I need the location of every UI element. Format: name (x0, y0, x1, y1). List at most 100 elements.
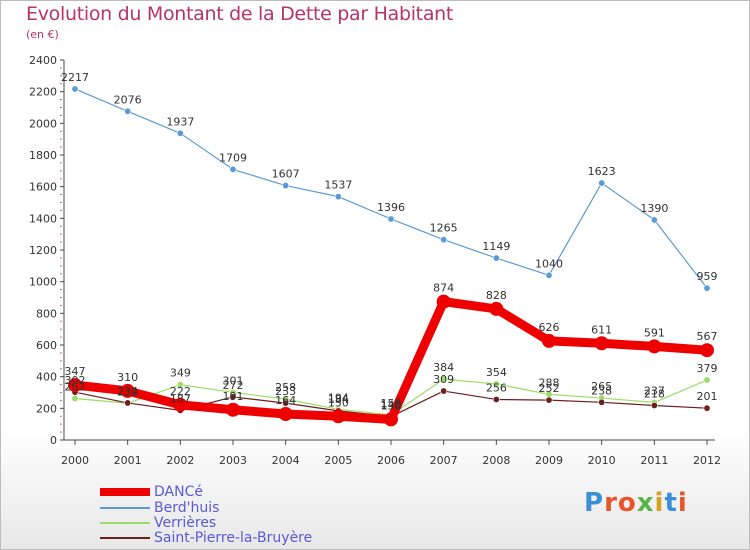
data-label: 874 (433, 282, 454, 295)
data-label: 222 (170, 385, 191, 398)
data-label: 1149 (482, 240, 510, 253)
legend-swatch-berdhuis (100, 507, 150, 509)
data-label: 379 (697, 362, 718, 375)
data-label: 158 (381, 397, 402, 410)
legend-label-verrieres: Verrières (154, 515, 217, 531)
logo-letter: r (604, 488, 618, 518)
y-tick-label: 1400 (29, 212, 57, 225)
series-point (440, 375, 448, 383)
y-tick-label: 1200 (29, 244, 57, 257)
y-tick-label: 800 (36, 307, 57, 320)
series-point (703, 376, 711, 384)
data-label: 384 (433, 361, 454, 374)
x-tick-label: 2006 (377, 454, 405, 467)
legend-label-dance: DANCé (154, 484, 203, 500)
y-tick-label: 0 (50, 434, 57, 447)
series-point (489, 301, 504, 316)
x-tick-label: 2010 (588, 454, 616, 467)
series-group (68, 85, 714, 427)
data-label: 238 (591, 384, 612, 397)
series-point (440, 236, 448, 244)
chart-subtitle: (en €) (26, 28, 59, 41)
logo-letter: P (584, 488, 605, 518)
data-label: 1709 (219, 151, 247, 164)
y-tick-label: 2000 (29, 117, 57, 130)
series-point (594, 336, 609, 351)
data-label: 194 (328, 391, 349, 404)
data-label: 1607 (272, 168, 300, 181)
series-point (647, 339, 662, 354)
data-label: 1265 (430, 222, 458, 235)
legend-label-saint-pierre: Saint-Pierre-la-Bruyère (154, 530, 313, 546)
series-point (71, 85, 79, 93)
x-tick-label: 2000 (61, 454, 89, 467)
x-tick-label: 2011 (640, 454, 668, 467)
data-label: 262 (65, 381, 86, 394)
series-point (120, 383, 135, 398)
y-tick-label: 200 (36, 402, 57, 415)
y-tick-label: 2400 (29, 54, 57, 67)
data-label: 302 (65, 374, 86, 387)
legend-swatch-saint-pierre (100, 537, 150, 539)
data-label: 258 (275, 381, 296, 394)
y-tick-label: 1800 (29, 149, 57, 162)
data-label: 218 (644, 387, 665, 400)
series-point (229, 393, 237, 401)
axes: 0 200 400 600 800 1000 1200 1400 1600 1800 2000 220… (29, 54, 721, 467)
proxiti-logo: Proxiti (584, 488, 688, 518)
y-tick-label: 2200 (29, 86, 57, 99)
data-label: 232 (117, 385, 138, 398)
data-label: 252 (539, 382, 560, 395)
x-tick-label: 2001 (114, 454, 142, 467)
data-label: 1623 (588, 165, 616, 178)
series-point (71, 395, 79, 403)
x-tick-label: 2003 (219, 454, 247, 467)
data-label: 1537 (324, 179, 352, 192)
data-label: 2076 (114, 93, 142, 106)
x-tick-label: 2008 (482, 454, 510, 467)
y-tick-label: 1600 (29, 181, 57, 194)
data-label: 567 (697, 330, 718, 343)
series-point (492, 254, 500, 262)
data-label: 191 (223, 390, 244, 403)
data-label: 310 (117, 371, 138, 384)
series-point (124, 399, 132, 407)
data-label: 237 (644, 384, 665, 397)
y-tick-label: 400 (36, 371, 57, 384)
series-point (436, 294, 451, 309)
series-point (334, 193, 342, 201)
series-point (492, 380, 500, 388)
series-point (384, 412, 398, 427)
logo-letter: i (677, 488, 688, 518)
data-label: 1390 (640, 202, 668, 215)
series-point (440, 387, 448, 395)
data-label: 301 (223, 374, 244, 387)
data-label: 150 (328, 396, 349, 409)
series-point (387, 215, 395, 223)
data-label: 349 (170, 367, 191, 380)
series-point (598, 179, 606, 187)
series-point (282, 182, 290, 190)
series-point (545, 396, 553, 404)
x-tick-label: 2007 (430, 454, 458, 467)
data-label: 828 (486, 289, 507, 302)
series-point (703, 404, 711, 412)
x-tick-label: 2004 (272, 454, 300, 467)
x-tick-label: 2012 (693, 454, 721, 467)
chart-title: Evolution du Montant de la Dette par Hab… (26, 3, 454, 25)
data-label: 611 (591, 323, 612, 336)
series-point (331, 409, 346, 424)
data-label: 187 (170, 392, 191, 405)
logo-letter: t (664, 488, 678, 518)
data-label: 148 (381, 399, 402, 412)
data-label: 309 (433, 373, 454, 386)
data-label: 626 (539, 321, 560, 334)
series-point (124, 107, 132, 115)
logo-letter: x (636, 488, 655, 518)
series-point (700, 343, 714, 358)
series-point (492, 395, 500, 403)
series-point (176, 381, 184, 389)
x-tick-label: 2002 (166, 454, 194, 467)
